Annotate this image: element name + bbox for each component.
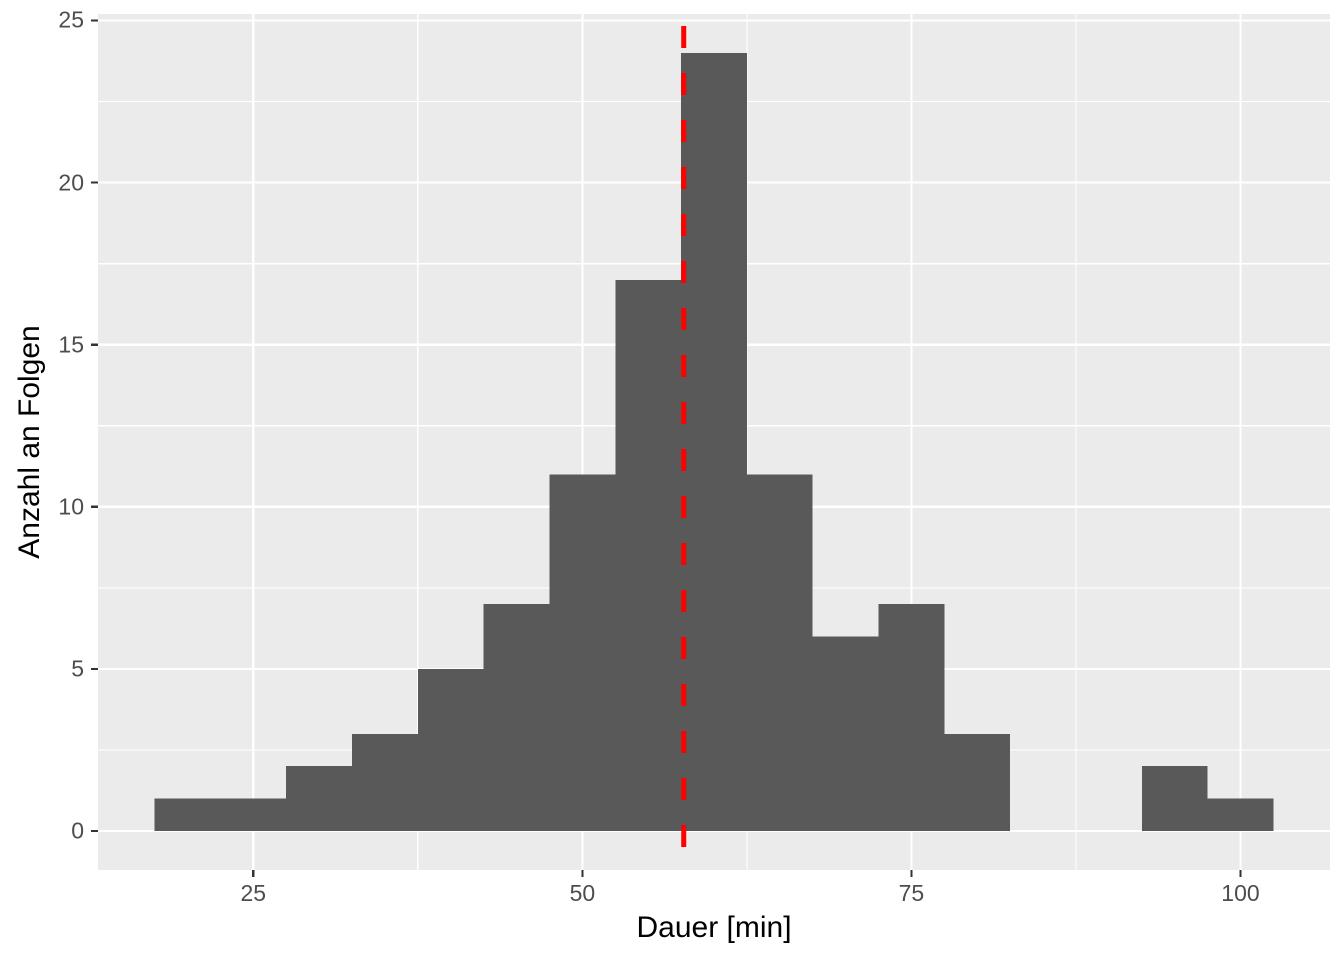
histogram-bar <box>549 474 616 832</box>
x-tick-label-100: 100 <box>1221 880 1260 906</box>
histogram-bar <box>154 798 221 832</box>
y-tick-label-0: 0 <box>71 817 84 844</box>
histogram-bar <box>812 636 879 832</box>
y-tick-label-20: 20 <box>58 169 84 196</box>
y-tick-label-15: 15 <box>58 331 84 358</box>
x-tick-label-25: 25 <box>240 880 267 906</box>
histogram-bar <box>681 52 747 832</box>
x-tick-label-75: 75 <box>898 880 925 906</box>
histogram-bar <box>352 733 418 832</box>
histogram-bar <box>746 474 813 832</box>
y-tick-label-5: 5 <box>71 655 84 682</box>
y-tick-label-25: 25 <box>58 6 84 33</box>
histogram-bar <box>1207 798 1274 832</box>
histogram-bar <box>417 668 484 832</box>
x-tick-label-50: 50 <box>569 880 596 906</box>
axis-tick-marks <box>91 19 1242 877</box>
y-tick-label-10: 10 <box>58 493 84 520</box>
histogram-bar <box>220 798 287 832</box>
histogram-bars <box>154 52 1274 832</box>
histogram-bar <box>286 766 353 832</box>
y-axis-title: Anzahl an Folgen <box>13 325 46 559</box>
histogram-bar <box>1141 766 1208 832</box>
histogram-bar <box>615 279 682 832</box>
histogram-bar <box>878 604 945 832</box>
histogram-bar <box>944 733 1011 832</box>
histogram-bar <box>483 604 550 832</box>
x-axis-title: Dauer [min] <box>636 911 792 944</box>
